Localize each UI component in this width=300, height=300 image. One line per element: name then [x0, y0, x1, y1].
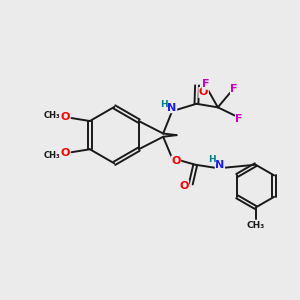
Text: O: O [179, 181, 189, 190]
Text: N: N [167, 103, 177, 112]
Text: O: O [60, 112, 70, 122]
Text: O: O [171, 156, 181, 166]
Text: F: F [230, 84, 238, 94]
Text: CH₃: CH₃ [247, 221, 265, 230]
Text: O: O [199, 88, 208, 98]
Text: CH₃: CH₃ [44, 151, 60, 160]
Text: N: N [215, 160, 225, 170]
Text: F: F [202, 79, 210, 89]
Text: F: F [236, 114, 243, 124]
Text: H: H [208, 155, 216, 164]
Text: H: H [160, 100, 168, 109]
Text: CH₃: CH₃ [44, 111, 60, 120]
Text: O: O [60, 148, 70, 158]
